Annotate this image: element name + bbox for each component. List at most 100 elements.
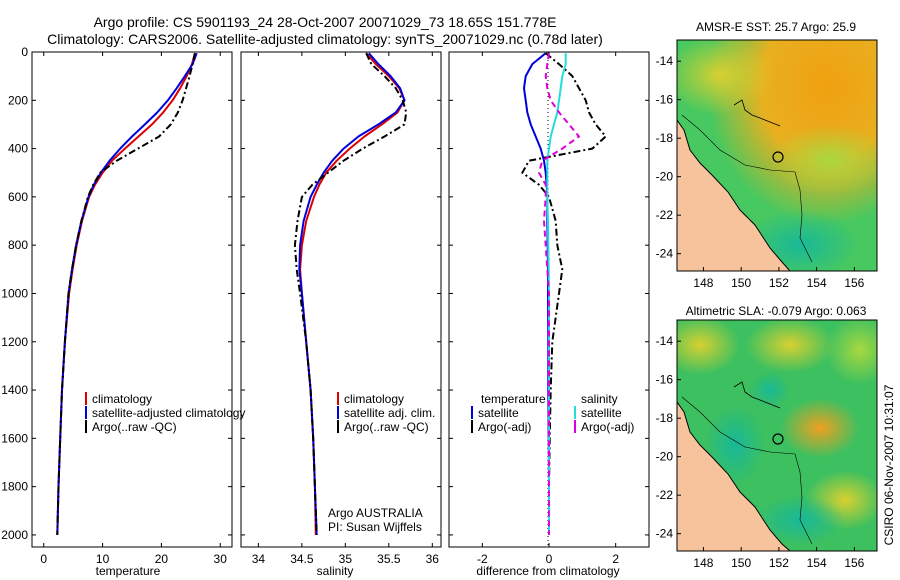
y-tick-label: 1200 bbox=[1, 335, 28, 349]
legend-label-sal-argo: Argo(-adj) bbox=[581, 420, 634, 434]
map-y-tick-label: -16 bbox=[656, 373, 674, 387]
legend-label-temp-argo: Argo(-adj) bbox=[478, 420, 531, 434]
title-line-1: Argo profile: CS 5901193_24 28-Oct-2007 … bbox=[93, 14, 557, 30]
x-tick-label: 0 bbox=[40, 552, 47, 566]
sst-map-title: AMSR-E SST: 25.7 Argo: 25.9 bbox=[696, 20, 856, 34]
sla-map-coastline bbox=[677, 401, 791, 551]
sla-map-field bbox=[677, 320, 877, 551]
x-tick-label: 20 bbox=[155, 552, 169, 566]
map-x-tick-label: 148 bbox=[693, 556, 713, 570]
x-tick-label: 34 bbox=[252, 552, 266, 566]
x-tick-label: 10 bbox=[96, 552, 110, 566]
salinity-legend: climatology satellite adj. clim. Argo(..… bbox=[337, 392, 435, 434]
sla-map-ticks: 148 150 152 154 156 -14 -16 -18 -20 -22 -24 bbox=[656, 334, 865, 570]
temperature-lines bbox=[56, 52, 198, 535]
difference-y-ticks bbox=[449, 51, 649, 536]
map-y-tick-label: -18 bbox=[656, 131, 674, 145]
argo-australia-label: Argo AUSTRALIA bbox=[328, 506, 423, 520]
sst-argo-marker bbox=[772, 151, 784, 163]
x-tick-label: 35 bbox=[339, 552, 353, 566]
y-tick-label: 1000 bbox=[1, 286, 28, 300]
series-satellite-adj-clim bbox=[298, 52, 406, 535]
map-y-tick-label: -20 bbox=[656, 170, 674, 184]
legend-title-salinity: salinity bbox=[581, 392, 618, 406]
map-x-tick-label: 150 bbox=[731, 276, 751, 290]
series-argo-raw-qc bbox=[56, 52, 196, 535]
legend-label-argo: Argo(..raw -QC) bbox=[344, 420, 429, 434]
sst-map-reef bbox=[681, 114, 813, 263]
series-temperature-satellite bbox=[523, 52, 550, 535]
sla-map: Altimetric SLA: -0.079 Argo: 0.063 148 15… bbox=[656, 304, 878, 570]
temperature-legend: climatology satellite-adjusted climatolo… bbox=[85, 392, 245, 434]
map-x-tick-label: 152 bbox=[769, 276, 789, 290]
salinity-xlabel: salinity bbox=[317, 564, 354, 578]
x-tick-label: 30 bbox=[214, 552, 228, 566]
x-tick-label: 35.5 bbox=[377, 552, 401, 566]
sst-map: AMSR-E SST: 25.7 Argo: 25.9 148 150 152 154… bbox=[656, 20, 878, 290]
profile-title: Argo profile: CS 5901193_24 28-Oct-2007 … bbox=[0, 14, 650, 48]
difference-xlabel: difference from climatology bbox=[476, 564, 619, 578]
map-x-tick-label: 154 bbox=[807, 276, 827, 290]
y-tick-label: 1600 bbox=[1, 431, 28, 445]
map-x-tick-label: 152 bbox=[769, 556, 789, 570]
sla-map-land bbox=[677, 402, 790, 551]
map-x-tick-label: 154 bbox=[807, 556, 827, 570]
timestamp-label: CSIRO 06-Nov-2007 10:31:07 bbox=[882, 384, 896, 545]
title-line-2: Climatology: CARS2006. Satellite-adjuste… bbox=[47, 31, 603, 47]
series-climatology bbox=[56, 52, 196, 535]
temperature-x-ticks: 0 10 20 30 bbox=[40, 52, 227, 566]
sst-map-land bbox=[677, 120, 790, 271]
sla-map-axes bbox=[676, 319, 878, 552]
legend-label-temp-satellite: satellite bbox=[478, 406, 519, 420]
salinity-x-ticks: 34 34.5 35 35.5 36 bbox=[252, 52, 440, 566]
y-tick-label: 1400 bbox=[1, 383, 28, 397]
series-satellite-adjusted-climatology bbox=[56, 52, 198, 535]
sst-map-field bbox=[677, 40, 877, 271]
series-argo-raw-qc bbox=[293, 52, 408, 535]
legend-label-climatology: climatology bbox=[344, 392, 404, 406]
series-temperature-argo-adj bbox=[521, 52, 607, 535]
map-y-tick-label: -22 bbox=[656, 488, 674, 502]
salinity-lines bbox=[293, 52, 408, 535]
sla-map-title: Altimetric SLA: -0.079 Argo: 0.063 bbox=[686, 304, 867, 318]
y-tick-label: 800 bbox=[8, 238, 28, 252]
legend-title-temperature: temperature bbox=[481, 392, 546, 406]
map-x-tick-label: 156 bbox=[844, 276, 864, 290]
salinity-axes bbox=[240, 51, 442, 548]
temperature-xlabel: temperature bbox=[96, 564, 161, 578]
y-tick-label: 600 bbox=[8, 190, 28, 204]
salinity-y-ticks bbox=[241, 51, 441, 536]
sla-map-reef bbox=[681, 396, 813, 545]
y-tick-label: 400 bbox=[8, 142, 28, 156]
temperature-axes bbox=[31, 51, 233, 548]
map-x-tick-label: 148 bbox=[693, 276, 713, 290]
map-y-tick-label: -24 bbox=[656, 527, 674, 541]
legend-label-climatology: climatology bbox=[92, 392, 152, 406]
temperature-panel: 0 200 400 600 800 1000 1200 1400 1600 1800 2000 0 1… bbox=[1, 45, 245, 578]
legend-label-sal-satellite: satellite bbox=[581, 406, 622, 420]
x-tick-label: -2 bbox=[477, 552, 488, 566]
map-x-tick-label: 150 bbox=[731, 556, 751, 570]
map-y-tick-label: -14 bbox=[656, 334, 674, 348]
y-tick-label: 2000 bbox=[1, 528, 28, 542]
x-tick-label: 0 bbox=[546, 552, 553, 566]
difference-panel: -2 0 2 difference from climatology tempera… bbox=[448, 51, 650, 578]
x-tick-label: 2 bbox=[612, 552, 619, 566]
legend-label-satellite: satellite adj. clim. bbox=[344, 406, 435, 420]
map-x-tick-label: 156 bbox=[844, 556, 864, 570]
difference-lines bbox=[521, 52, 607, 535]
map-y-tick-label: -16 bbox=[656, 93, 674, 107]
temperature-y-ticks: 0 200 400 600 800 1000 1200 1400 1600 1800 2000 bbox=[1, 45, 232, 542]
salinity-panel: 34 34.5 35 35.5 36 salinity climatology sate… bbox=[240, 51, 442, 578]
sst-map-axes bbox=[676, 39, 878, 272]
sst-map-ticks: 148 150 152 154 156 -14 -16 -18 -20 -22 -24 bbox=[656, 54, 865, 290]
sla-argo-marker bbox=[772, 433, 784, 445]
x-tick-label: 36 bbox=[426, 552, 440, 566]
y-tick-label: 1800 bbox=[1, 480, 28, 494]
series-climatology bbox=[299, 52, 406, 535]
map-y-tick-label: -14 bbox=[656, 54, 674, 68]
map-y-tick-label: -20 bbox=[656, 450, 674, 464]
x-tick-label: 34.5 bbox=[290, 552, 314, 566]
map-y-tick-label: -24 bbox=[656, 247, 674, 261]
